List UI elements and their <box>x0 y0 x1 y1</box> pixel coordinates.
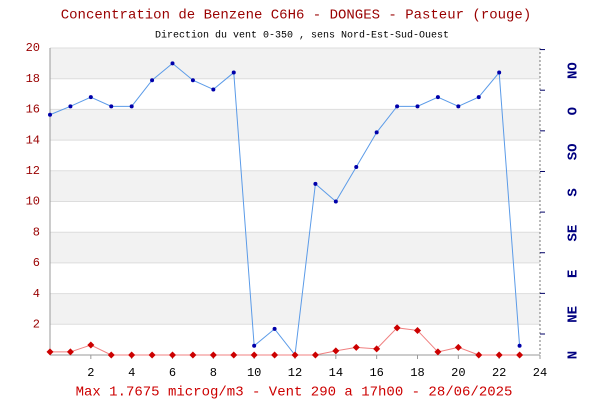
y2-tick-label: NO <box>566 62 582 79</box>
data-point <box>414 326 421 334</box>
x-tick-label: 6 <box>169 366 176 380</box>
data-point <box>354 164 359 169</box>
data-point <box>231 70 236 75</box>
data-point <box>374 130 379 135</box>
chart-subtitle: Direction du vent 0-350 , sens Nord-Est-… <box>155 30 449 42</box>
y-tick-label: 6 <box>33 256 40 270</box>
data-point <box>332 347 340 355</box>
y2-tick-label: O <box>566 107 582 115</box>
data-point <box>230 351 238 359</box>
x-tick-label: 22 <box>492 366 506 380</box>
data-point <box>148 351 156 359</box>
data-point <box>435 95 440 100</box>
chart-title: Concentration de Benzene C6H6 - DONGES -… <box>61 8 531 24</box>
y-tick-label: 8 <box>33 225 40 239</box>
y-tick-label: 12 <box>26 164 40 178</box>
data-point <box>189 351 197 359</box>
x-tick-label: 12 <box>288 366 302 380</box>
data-point <box>150 78 155 83</box>
data-point <box>66 348 74 356</box>
y2-tick-label: NE <box>566 306 582 323</box>
data-point <box>271 351 279 359</box>
data-point <box>516 351 524 359</box>
grid-band <box>50 170 540 202</box>
x-tick-label: 10 <box>247 366 261 380</box>
y-tick-label: 2 <box>33 317 40 331</box>
data-point <box>434 348 442 356</box>
data-point <box>393 324 401 332</box>
data-point <box>169 351 176 359</box>
grid-band <box>50 293 540 325</box>
y2-tick-label: N <box>566 351 582 359</box>
data-point <box>252 343 257 348</box>
data-point <box>333 199 338 204</box>
data-point <box>109 104 114 109</box>
data-point <box>456 104 461 109</box>
data-point <box>87 341 95 349</box>
data-point <box>209 351 217 359</box>
data-point <box>190 78 195 83</box>
data-point <box>107 351 115 359</box>
data-point <box>311 351 319 359</box>
x-tick-label: 20 <box>451 366 465 380</box>
data-point <box>475 351 483 359</box>
chart-footer: Max 1.7675 microg/m3 - Vent 290 a 17h00 … <box>76 385 513 400</box>
data-point <box>68 104 73 109</box>
data-point <box>88 95 93 100</box>
data-point <box>46 348 54 356</box>
y-tick-label: 4 <box>33 287 40 301</box>
x-tick-label: 14 <box>329 366 343 380</box>
y2-tick-label: S <box>566 188 582 196</box>
y-tick-label: 20 <box>26 41 40 55</box>
grid-band <box>50 232 540 263</box>
grid-band <box>50 48 540 79</box>
data-point <box>476 95 481 100</box>
x-tick-label: 16 <box>369 366 383 380</box>
data-point <box>129 104 134 109</box>
data-point <box>313 181 318 186</box>
data-point <box>170 61 175 66</box>
data-point <box>291 351 299 359</box>
data-point <box>352 343 360 351</box>
data-point <box>517 343 522 348</box>
y2-tick-label: SE <box>566 225 582 242</box>
data-point <box>250 351 258 359</box>
data-point <box>395 104 400 109</box>
y-tick-label: 10 <box>26 195 40 209</box>
y2-tick-label: SO <box>566 143 582 160</box>
x-tick-label: 4 <box>128 366 135 380</box>
data-point <box>211 87 216 92</box>
x-tick-label: 24 <box>533 366 547 380</box>
data-point <box>454 343 462 351</box>
y-tick-label: 14 <box>26 133 40 147</box>
data-point <box>373 345 381 353</box>
data-point <box>497 70 502 75</box>
data-point <box>495 351 503 359</box>
y-tick-label: 18 <box>26 72 40 86</box>
grid-band <box>50 109 540 141</box>
data-point <box>415 104 420 109</box>
x-tick-label: 2 <box>87 366 94 380</box>
x-tick-label: 8 <box>210 366 217 380</box>
x-tick-label: 18 <box>410 366 424 380</box>
data-point <box>272 326 277 331</box>
data-point <box>48 112 52 117</box>
series-line <box>49 62 521 357</box>
data-point <box>128 351 136 359</box>
y-tick-label: 16 <box>26 103 40 117</box>
y2-tick-label: E <box>566 270 582 278</box>
